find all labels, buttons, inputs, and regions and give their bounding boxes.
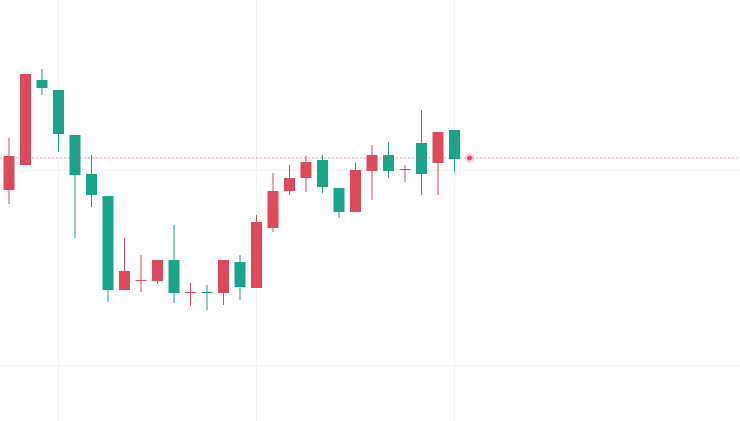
- candle-body: [69, 135, 81, 175]
- candle-body: [366, 155, 378, 171]
- candle-body: [350, 170, 361, 212]
- candle-body: [218, 260, 229, 293]
- candle-body: [53, 90, 64, 134]
- candle-body: [449, 130, 460, 159]
- last-price-dot: [467, 155, 472, 161]
- candle-body: [399, 169, 411, 170]
- candle-body: [152, 260, 163, 281]
- candle-body: [185, 292, 196, 293]
- candle-body: [102, 196, 114, 290]
- candle-body: [383, 155, 394, 171]
- candle-body: [300, 162, 312, 178]
- candle-body: [119, 271, 130, 290]
- candle-body: [86, 174, 97, 195]
- candle-body: [432, 132, 444, 163]
- candle-body: [3, 156, 15, 190]
- candle-body: [251, 222, 262, 288]
- candle-body: [36, 80, 48, 88]
- candle-body: [20, 74, 31, 165]
- candle-body: [317, 160, 328, 187]
- candle-body: [135, 280, 147, 281]
- candle-body: [168, 260, 180, 293]
- candle-body: [333, 188, 345, 212]
- candle-body: [267, 191, 279, 228]
- candle-body: [201, 292, 213, 293]
- candle-body: [416, 143, 427, 174]
- candle-body: [234, 262, 246, 287]
- candle-body: [284, 178, 295, 191]
